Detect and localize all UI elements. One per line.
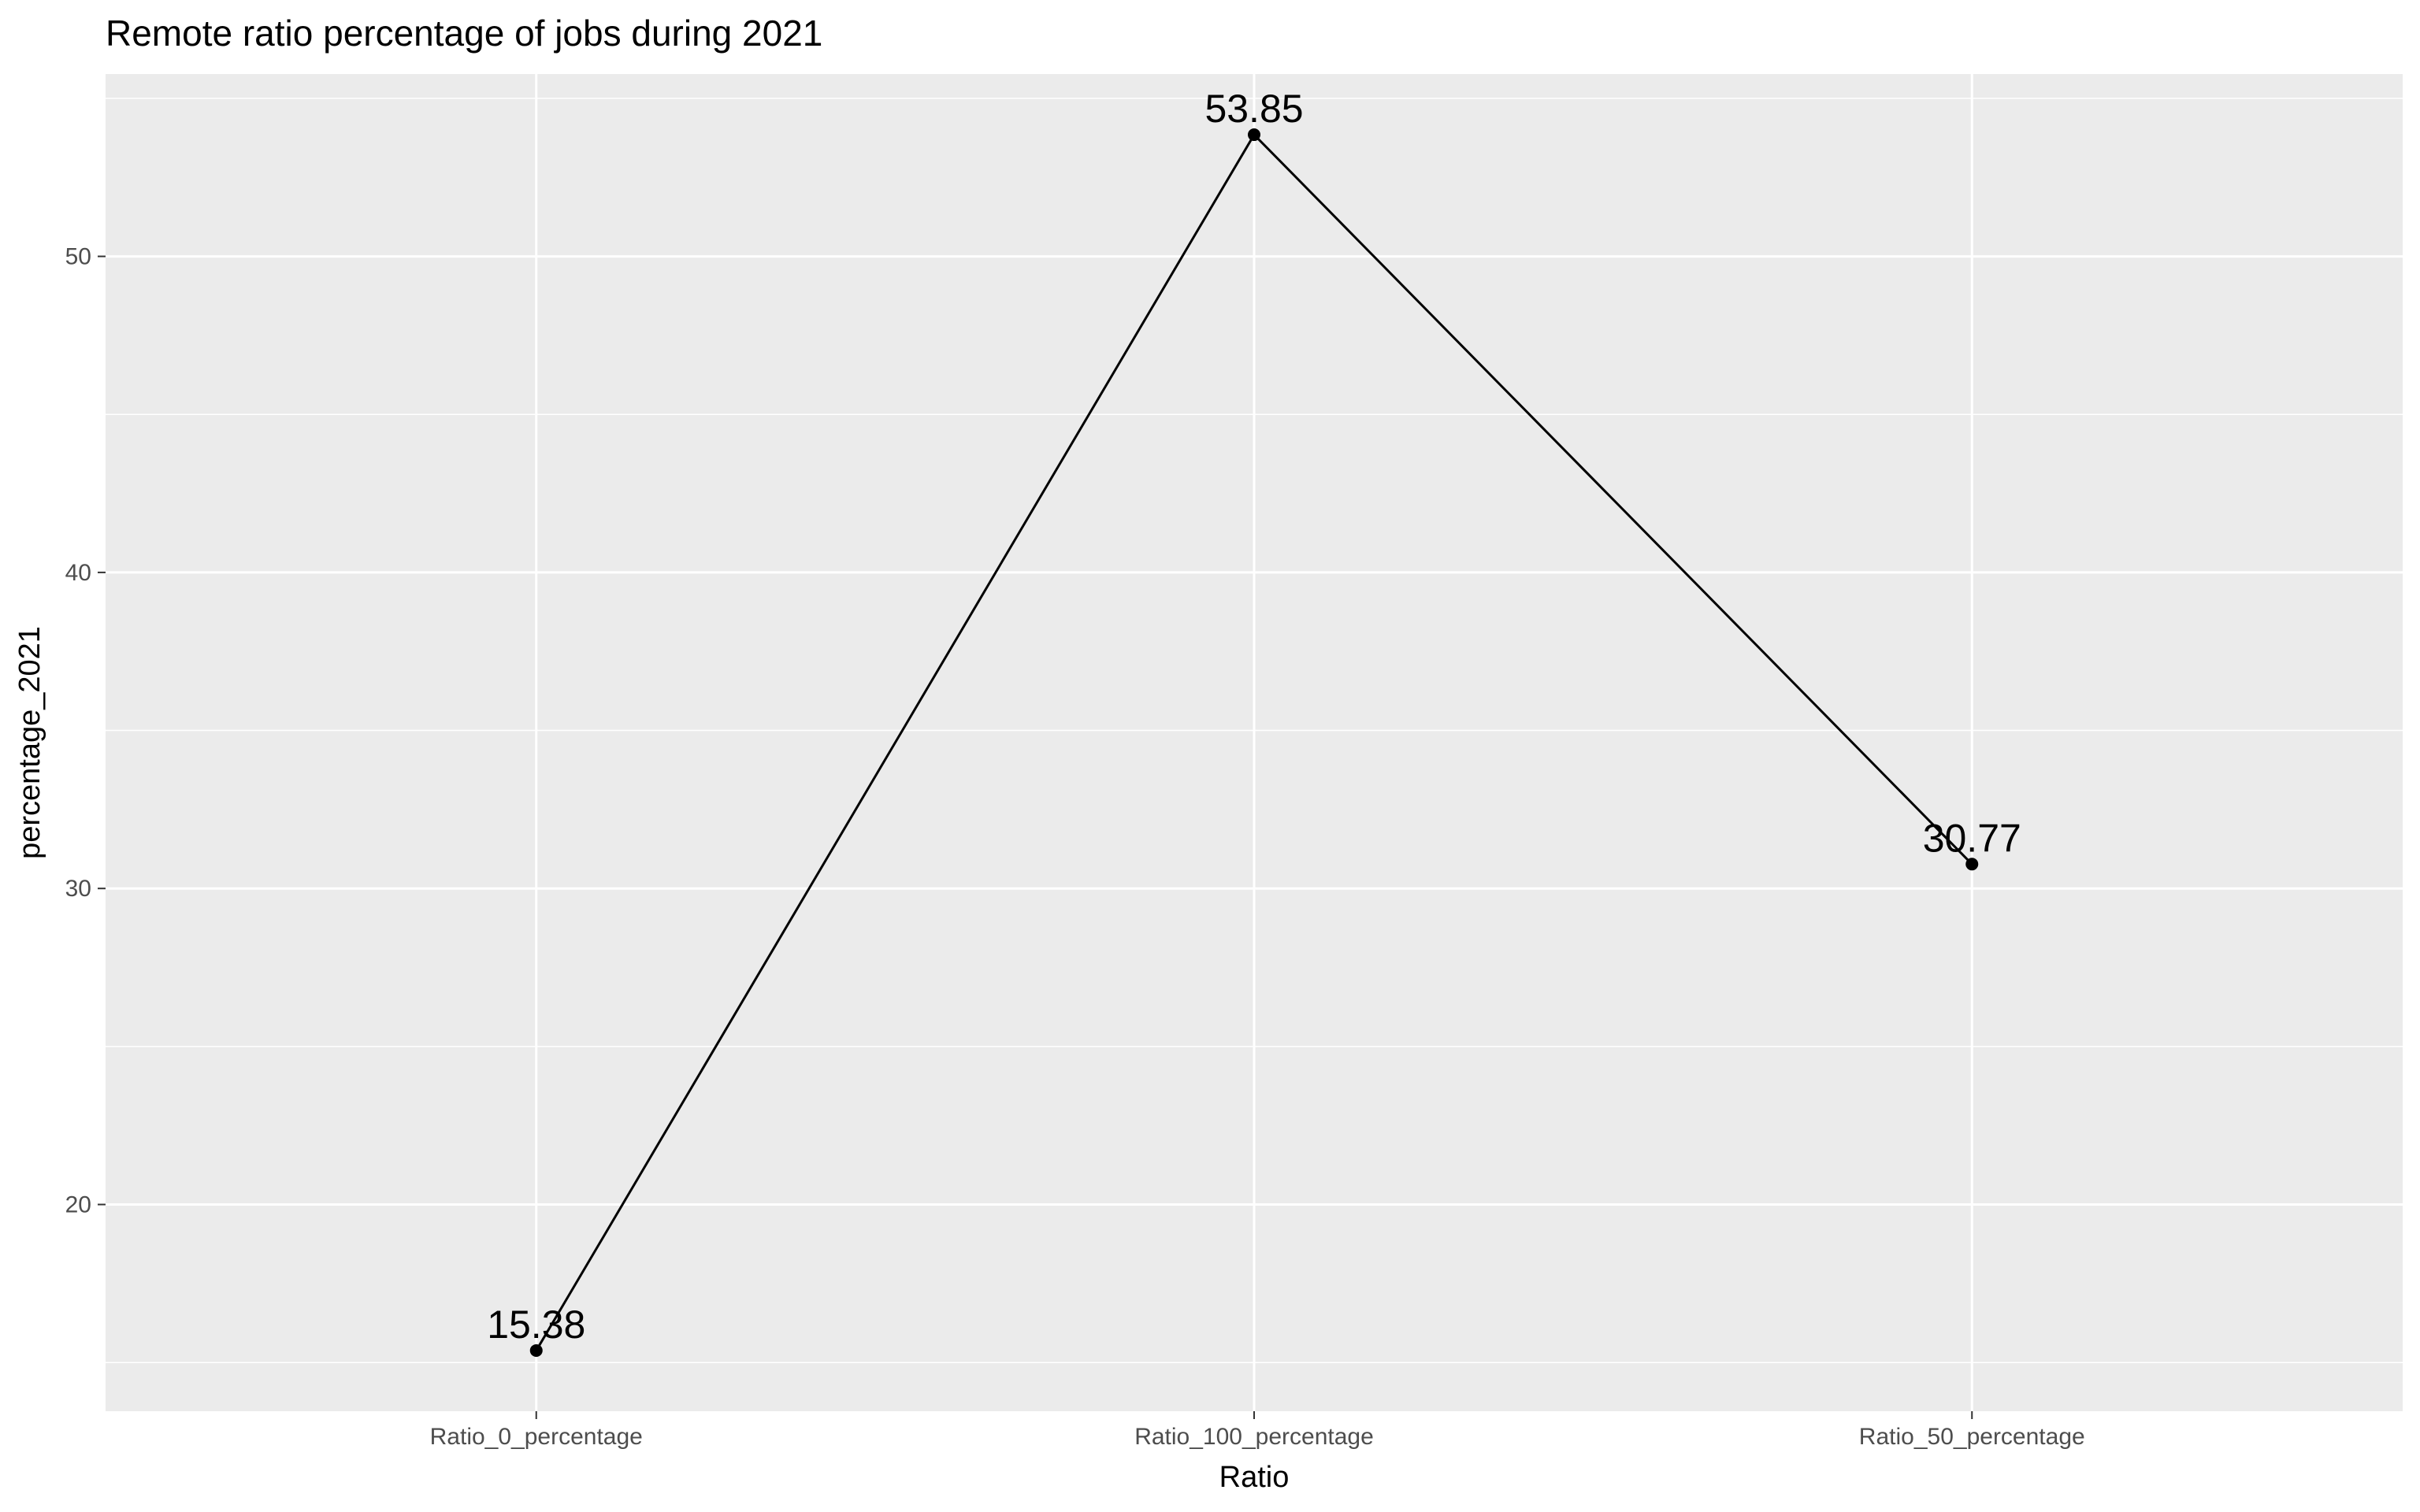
y-tick-label: 50 xyxy=(65,244,91,270)
axes-layer: 20 30 40 50 Ratio_0_percentage Ratio_100_perc… xyxy=(65,244,2085,1450)
data-point xyxy=(1965,858,1979,871)
chart-title: Remote ratio percentage of jobs during 2… xyxy=(106,13,822,54)
x-axis-title: Ratio xyxy=(1219,1461,1290,1494)
y-tick-label: 30 xyxy=(65,876,91,902)
series-layer xyxy=(529,128,1979,1357)
x-tick-label: Ratio_0_percentage xyxy=(430,1424,643,1450)
major-gridlines xyxy=(106,74,2403,1411)
data-label: 30.77 xyxy=(1923,816,2021,860)
data-point xyxy=(1248,128,1260,142)
y-tick-label: 40 xyxy=(65,560,91,586)
data-label: 53.85 xyxy=(1204,87,1303,131)
data-label: 15.38 xyxy=(487,1303,585,1347)
y-axis-title: percentage_2021 xyxy=(13,626,46,859)
data-point xyxy=(529,1343,543,1357)
data-labels-layer: 15.38 53.85 30.77 xyxy=(487,87,2021,1347)
x-tick-label: Ratio_100_percentage xyxy=(1134,1424,1374,1450)
y-tick-label: 20 xyxy=(65,1192,91,1218)
x-tick-label: Ratio_50_percentage xyxy=(1859,1424,2085,1450)
